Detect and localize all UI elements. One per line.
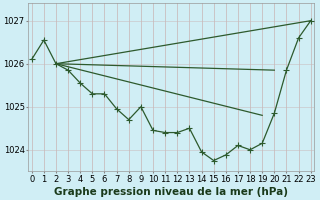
X-axis label: Graphe pression niveau de la mer (hPa): Graphe pression niveau de la mer (hPa) [54, 187, 288, 197]
